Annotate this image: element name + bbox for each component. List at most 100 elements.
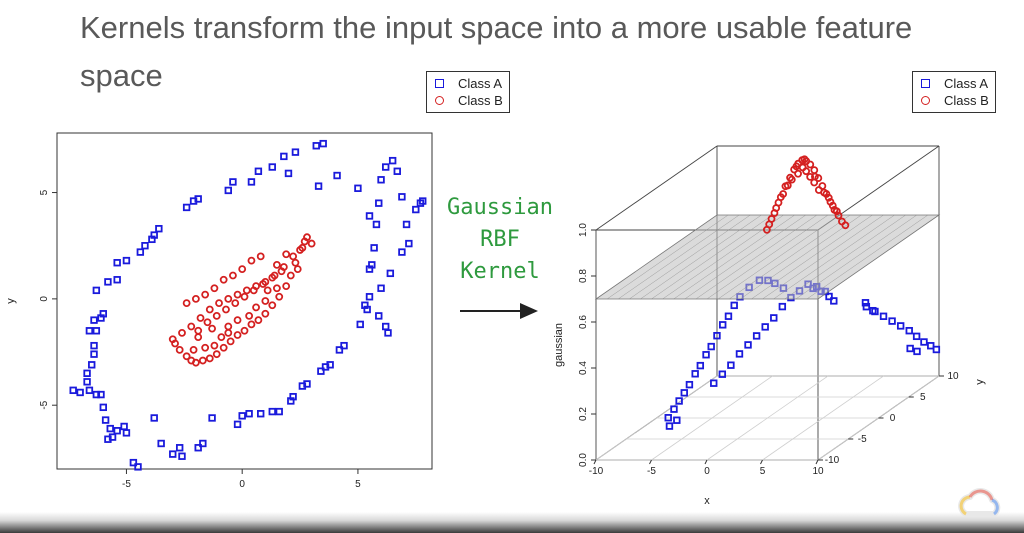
class-a-point (194, 444, 202, 452)
class-a-point (134, 463, 142, 471)
class-a-point (90, 316, 98, 324)
plane-mesh-line (751, 214, 873, 300)
class-b-point (219, 275, 228, 284)
class-b-point (178, 328, 186, 337)
class-a-point (896, 322, 905, 330)
class-a-point (932, 345, 941, 354)
class-b-point (249, 286, 258, 295)
class-a-point (675, 397, 683, 405)
x-tick (704, 459, 708, 465)
class-a-point (224, 186, 232, 195)
class-b-point (282, 250, 291, 259)
y-tick-label: 5 (39, 189, 50, 195)
class-b-point (293, 265, 302, 274)
class-a-point (377, 284, 385, 292)
class-a-point (189, 197, 198, 205)
class-b-point (208, 324, 216, 333)
class-a-point (254, 167, 263, 175)
class-b-point (210, 341, 219, 350)
class-a-point (405, 239, 413, 248)
x-tick-label: 0 (239, 479, 245, 490)
class-a-point (730, 301, 738, 310)
class-b-point (261, 309, 270, 318)
kernel-annotation-line: Kernel (460, 259, 540, 284)
class-a-point (141, 242, 149, 250)
class-a-point (182, 203, 191, 212)
class-a-point (377, 176, 385, 184)
class-b-point (774, 198, 783, 207)
class-a-point (363, 305, 371, 314)
plane-mesh-line (795, 214, 917, 300)
class-a-point (268, 163, 276, 171)
class-a-point (157, 439, 165, 448)
class-b-point (240, 292, 249, 301)
legend-entry-class-b: Class B (435, 92, 503, 109)
feature-space-3d-scatter: -10 -5 0 5 10 x -10 -5 0 5 10 y 0.0 0.2 0.4 0.6 0.8 1.0 ga… (553, 145, 986, 507)
class-a-point (314, 182, 323, 190)
class-b-point (247, 256, 256, 265)
class-a-point (90, 341, 98, 350)
y-tick-label: 5 (920, 392, 926, 403)
class-a-point (136, 248, 145, 256)
class-a-point (129, 458, 138, 467)
class-a-point (247, 178, 256, 186)
class-a-point (825, 292, 833, 301)
plane-mesh-line (729, 214, 851, 300)
class-a-point (83, 378, 91, 386)
class-b-point (307, 239, 316, 248)
class-b-point (303, 233, 311, 242)
class-b-point (291, 258, 300, 267)
class-b-point (210, 284, 219, 293)
class-b-point (171, 339, 179, 348)
class-a-point (713, 331, 721, 340)
class-a-point (830, 297, 838, 305)
transform-arrow-icon (460, 303, 538, 319)
class-a-point (83, 369, 91, 378)
class-a-point (88, 361, 96, 369)
class-b-point (224, 294, 233, 303)
class-a-point (291, 148, 300, 156)
plane-mesh-line (684, 214, 806, 300)
class-a-point (99, 403, 107, 412)
y-axis-label: y (5, 298, 17, 304)
class-a-point (665, 422, 674, 430)
class-a-point (375, 199, 383, 207)
class-b-point (215, 299, 223, 308)
class-a-point (412, 205, 420, 214)
class-a-point (317, 367, 325, 375)
class-a-point (384, 329, 392, 337)
plane-mesh-line (606, 214, 729, 300)
class-b-point (794, 169, 802, 178)
y-tick-label: 0 (890, 413, 896, 424)
class-a-point (120, 422, 128, 431)
class-a-point (122, 429, 131, 437)
class-a-point (372, 220, 381, 229)
class-b-point (189, 346, 198, 354)
class-a-point (148, 235, 156, 244)
class-b-point (298, 243, 307, 252)
class-a-point (85, 327, 94, 335)
class-a-point (912, 332, 921, 341)
legend-label: Class A (944, 76, 989, 91)
class-a-point (356, 320, 364, 329)
class-a-point (354, 184, 362, 192)
class-a-point (685, 380, 694, 389)
class-a-point (104, 278, 112, 286)
kernel-annotation: Gaussian RBF Kernel (440, 192, 560, 288)
class-b-point (765, 220, 774, 229)
class-b-point (191, 294, 200, 303)
class-a-point (340, 341, 348, 350)
plot-frame (56, 132, 433, 470)
class-b-point (282, 282, 291, 291)
class-b-point (229, 271, 237, 280)
class-a-point (727, 361, 735, 369)
class-b-point (240, 326, 249, 335)
x-tick-label: -5 (122, 479, 131, 490)
class-a-point (696, 361, 705, 370)
class-b-point (841, 221, 850, 230)
z-tick-label: 0.6 (578, 315, 589, 329)
class-b-point (175, 346, 184, 354)
plane-mesh-line (695, 214, 818, 300)
plane-mesh-line (706, 214, 829, 300)
class-a-point (691, 370, 699, 378)
